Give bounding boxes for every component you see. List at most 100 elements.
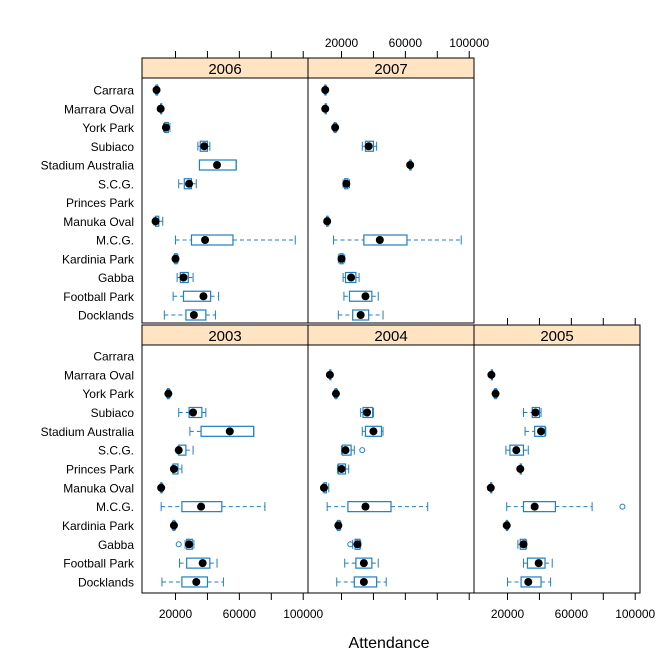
box-manuka-oval [319, 482, 330, 494]
box-marrara-oval [156, 103, 165, 115]
category-label: S.C.G. [98, 444, 134, 458]
outlier-point [359, 447, 366, 454]
box-york-park [331, 121, 340, 134]
median-point [156, 104, 165, 113]
median-point [225, 427, 234, 436]
iqr-box [182, 290, 212, 302]
median-point [530, 502, 539, 511]
panel-title: 2004 [374, 328, 407, 345]
box-stadium-australia [406, 159, 415, 171]
median-point [359, 577, 368, 586]
median-point [337, 464, 346, 473]
box-subiaco [197, 140, 211, 152]
iqr-box [348, 290, 373, 302]
x-tick-label: 100000 [449, 36, 489, 50]
median-point [364, 142, 373, 151]
iqr-box [200, 425, 255, 437]
panel-2007: 2007 [307, 57, 475, 324]
box-m-c-g- [506, 501, 626, 513]
panel-frame [307, 344, 475, 594]
category-label: York Park [82, 387, 135, 401]
median-point [152, 86, 161, 94]
box-gabba [517, 538, 528, 550]
iqr-box [509, 444, 525, 456]
median-point [342, 179, 351, 188]
median-point [524, 577, 533, 586]
x-axis-title: Attendance [349, 635, 430, 652]
median-point [321, 104, 330, 113]
box-carrara [321, 84, 330, 96]
median-point [502, 521, 511, 530]
median-point [361, 502, 370, 511]
panel-title: 2005 [540, 328, 573, 345]
box-gabba [347, 538, 362, 550]
box-york-park [491, 388, 500, 400]
box-marrara-oval [325, 369, 334, 381]
median-point [356, 311, 365, 319]
x-axis-title-group: Attendance [349, 635, 430, 652]
category-label: York Park [82, 121, 135, 135]
box-princes-park [516, 463, 525, 475]
box-docklands [161, 576, 224, 588]
panel-frame [307, 77, 475, 324]
x-tick-label: 20000 [159, 607, 193, 621]
box-s-c-g- [178, 178, 197, 190]
box-subiaco [360, 406, 374, 419]
category-label: Carrara [93, 84, 134, 98]
x-tick-label: 100000 [283, 607, 323, 621]
box-docklands [336, 576, 387, 588]
box-football-park [522, 557, 553, 569]
box-stadium-australia [198, 159, 237, 171]
iqr-box [198, 159, 237, 171]
box-m-c-g- [333, 234, 462, 246]
category-label: Subiaco [91, 406, 135, 420]
median-point [375, 236, 384, 244]
median-point [161, 123, 170, 132]
box-s-c-g- [505, 444, 529, 456]
x-tick-label: 100000 [615, 607, 655, 621]
category-label: Carrara [93, 350, 134, 364]
median-point [199, 292, 208, 301]
median-point [319, 483, 328, 492]
iqr-box [522, 501, 557, 513]
category-label: Football Park [63, 290, 135, 304]
median-point [534, 559, 543, 568]
panel-2005: 2005 [473, 324, 641, 594]
median-point [185, 540, 194, 549]
box-stadium-australia [361, 425, 384, 437]
median-point [200, 142, 209, 151]
category-label: Stadium Australia [41, 425, 135, 439]
category-label: Docklands [78, 309, 134, 323]
median-point [179, 273, 188, 282]
category-label: Kardinia Park [62, 252, 135, 266]
category-label: Kardinia Park [62, 519, 135, 533]
median-point [337, 254, 346, 263]
iqr-box [186, 557, 211, 569]
box-princes-park [169, 463, 183, 475]
x-tick-label: 20000 [491, 607, 525, 621]
median-point [189, 311, 198, 319]
median-point [321, 86, 330, 94]
box-s-c-g- [342, 178, 351, 190]
category-label: M.C.G. [96, 234, 134, 248]
panel-frame [141, 344, 309, 594]
median-point [512, 446, 521, 455]
category-label: S.C.G. [98, 177, 134, 191]
outlier-point [619, 503, 626, 510]
category-label: Princes Park [66, 196, 135, 210]
median-point [347, 273, 356, 282]
box-subiaco [522, 406, 542, 419]
category-label: Marrara Oval [64, 368, 134, 382]
box-kardinia-park [334, 519, 343, 532]
median-point [359, 559, 368, 568]
box-docklands [337, 309, 384, 321]
iqr-box [363, 234, 408, 246]
iqr-box [190, 234, 234, 246]
median-point [169, 521, 178, 530]
median-point [331, 123, 340, 132]
median-point [486, 483, 495, 492]
box-stadium-australia [189, 425, 255, 437]
box-manuka-oval [323, 215, 332, 227]
panel-2003: 2003 [141, 324, 309, 594]
